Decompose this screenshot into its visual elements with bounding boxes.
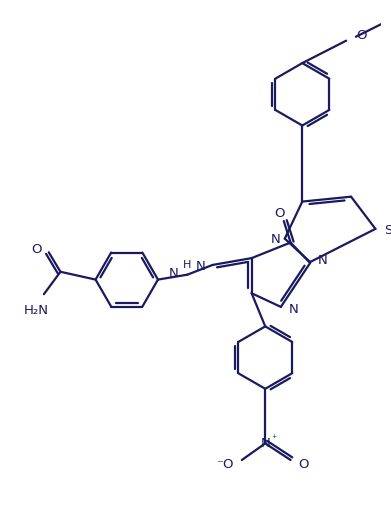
Text: S: S xyxy=(384,224,391,237)
Text: N: N xyxy=(289,304,298,316)
Text: N: N xyxy=(260,437,270,450)
Text: ⁻O: ⁻O xyxy=(217,458,234,471)
Text: H: H xyxy=(183,260,192,270)
Text: O: O xyxy=(298,458,309,471)
Text: N: N xyxy=(196,260,206,274)
Text: O: O xyxy=(356,29,366,42)
Text: O: O xyxy=(31,243,42,256)
Text: O: O xyxy=(274,207,285,220)
Text: N: N xyxy=(318,254,328,267)
Text: H₂N: H₂N xyxy=(23,304,48,317)
Text: ⁺: ⁺ xyxy=(271,433,276,443)
Text: N: N xyxy=(271,233,281,246)
Text: N: N xyxy=(169,267,178,280)
